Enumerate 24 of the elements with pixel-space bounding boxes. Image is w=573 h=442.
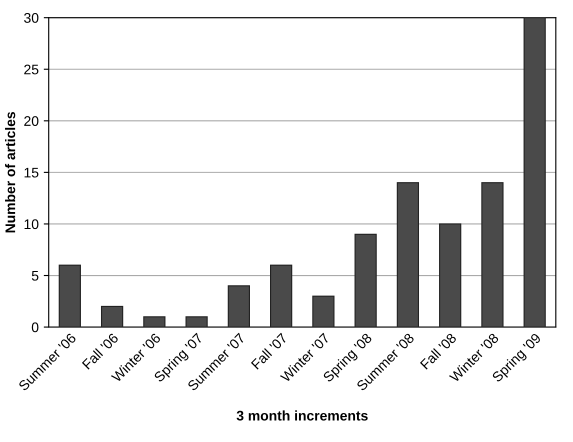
bar	[185, 316, 208, 328]
bar	[100, 306, 124, 328]
x-axis-title: 3 month increments	[236, 410, 368, 421]
bar	[312, 296, 335, 328]
bar	[58, 264, 81, 328]
bar	[228, 285, 250, 328]
bar	[143, 316, 166, 328]
y-tick-label: 15	[24, 168, 38, 178]
y-tick-label: 20	[24, 116, 38, 126]
x-tick-label: Fall '08	[420, 332, 457, 370]
y-tick-label: 10	[24, 219, 38, 230]
x-tick-label: Fall '07	[250, 332, 288, 370]
bar	[396, 182, 420, 328]
bar	[524, 18, 546, 328]
bar	[354, 234, 377, 328]
x-tick-label: Fall '06	[82, 332, 119, 370]
y-tick-label: 5	[32, 270, 38, 281]
y-tick-label: 0	[32, 322, 38, 332]
y-tick-label: 30	[24, 13, 38, 23]
bar	[481, 182, 504, 328]
y-axis-title: Number of articles	[5, 112, 16, 232]
bar	[270, 264, 292, 328]
y-tick-label: 25	[24, 64, 38, 74]
bar	[439, 223, 462, 328]
